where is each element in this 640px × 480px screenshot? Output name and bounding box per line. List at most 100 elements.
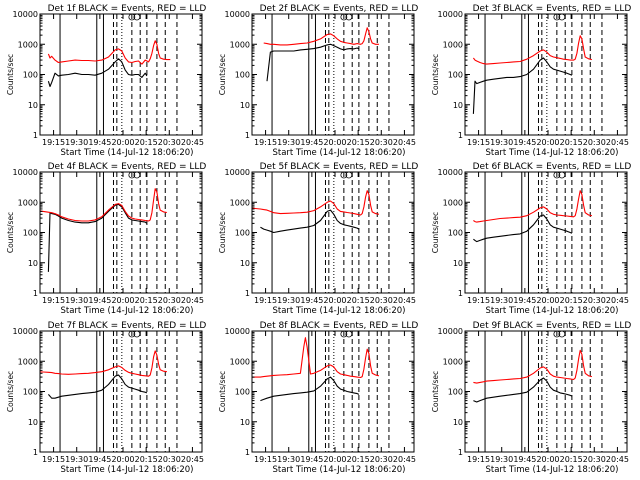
- x-tick-label: 19:15: [42, 138, 65, 147]
- panel-det-8f: 1 10 100 1000 10000 19:15 19:30 19:45 20:00 20:15…: [218, 321, 418, 475]
- x-tick-label: 19:15: [467, 296, 490, 305]
- y-tick-label: 10: [453, 101, 463, 110]
- x-tick-label: 20:00: [111, 138, 134, 147]
- x-tick-label: 20:15: [347, 296, 370, 305]
- x-tick-label: 20:45: [181, 455, 204, 464]
- x-tick-label: 20:30: [583, 455, 606, 464]
- x-tick-label: 20:45: [393, 138, 416, 147]
- y-axis-label: Counts/sec: [218, 54, 227, 95]
- series-events: [47, 374, 148, 399]
- series-lld: [47, 40, 171, 65]
- y-tick-label: 1: [245, 131, 250, 140]
- y-tick-label: 10: [28, 418, 38, 427]
- x-tick-label: 20:00: [111, 455, 134, 464]
- x-tick-label: 20:00: [536, 296, 559, 305]
- sun-marker-icon: [553, 13, 561, 21]
- x-tick-label: 19:30: [277, 296, 300, 305]
- x-tick-label: 20:15: [347, 138, 370, 147]
- panel-det-2f: 1 10 100 1000 10000 19:15 19:30 19:45 20:00 20:15…: [218, 4, 418, 158]
- x-tick-label: 20:00: [323, 138, 346, 147]
- x-tick-label: 19:15: [42, 455, 65, 464]
- sun-marker-icon: [345, 330, 353, 338]
- x-tick-label: 20:45: [393, 296, 416, 305]
- sun-marker-icon: [553, 171, 561, 179]
- series-lld: [263, 27, 379, 46]
- series-events: [473, 214, 573, 243]
- x-axis-label: Start Time (14-Jul-12 18:06:20): [273, 465, 406, 475]
- y-tick-label: 1000: [230, 40, 250, 49]
- x-tick-label: 20:45: [181, 296, 204, 305]
- x-tick-label: 19:15: [254, 138, 277, 147]
- y-tick-label: 1000: [230, 357, 250, 366]
- x-axis-label: Start Time (14-Jul-12 18:06:20): [273, 306, 406, 316]
- panel-title: Det 3f BLACK = Events, RED = LLD: [473, 4, 632, 14]
- x-tick-label: 20:30: [370, 455, 393, 464]
- x-axis-label: Start Time (14-Jul-12 18:06:20): [61, 306, 194, 316]
- x-tick-label: 20:00: [536, 138, 559, 147]
- x-tick-label: 19:45: [300, 296, 323, 305]
- sun-marker-icon: [558, 330, 566, 338]
- x-tick-label: 20:15: [135, 138, 158, 147]
- y-tick-label: 1000: [18, 357, 38, 366]
- y-axis-label: Counts/sec: [431, 54, 440, 95]
- y-tick-label: 1: [33, 131, 38, 140]
- y-axis-label: Counts/sec: [6, 212, 15, 253]
- panel-det-5f: 1 10 100 1000 10000 19:15 19:30 19:45 20:00 20:15…: [218, 162, 418, 316]
- sun-marker-icon: [340, 171, 348, 179]
- y-tick-label: 10: [240, 101, 250, 110]
- y-tick-label: 1000: [443, 357, 463, 366]
- y-tick-label: 1: [33, 289, 38, 298]
- x-tick-label: 19:15: [467, 138, 490, 147]
- sun-marker-icon: [553, 330, 561, 338]
- panel-det-6f: 1 10 100 1000 10000 19:15 19:30 19:45 20:00 20:15…: [431, 162, 631, 316]
- y-tick-label: 10: [240, 259, 250, 268]
- panel-det-4f: 1 10 100 1000 10000 19:15 19:30 19:45 20:00 20:15…: [6, 162, 206, 316]
- sun-marker-icon: [345, 13, 353, 21]
- x-tick-label: 19:45: [300, 138, 323, 147]
- panel-title: Det 4f BLACK = Events, RED = LLD: [48, 162, 207, 172]
- y-tick-label: 1000: [443, 40, 463, 49]
- x-tick-label: 20:00: [111, 296, 134, 305]
- y-tick-label: 100: [23, 71, 38, 80]
- y-tick-label: 1000: [443, 198, 463, 207]
- x-tick-label: 19:15: [254, 455, 277, 464]
- sun-marker-icon: [345, 171, 353, 179]
- y-axis-label: Counts/sec: [431, 371, 440, 412]
- y-axis-label: Counts/sec: [6, 54, 15, 95]
- sun-marker-icon: [133, 13, 141, 21]
- y-tick-label: 10000: [225, 10, 250, 19]
- y-tick-label: 10000: [438, 327, 463, 336]
- x-tick-label: 19:15: [254, 296, 277, 305]
- panel-title: Det 1f BLACK = Events, RED = LLD: [48, 4, 207, 14]
- y-tick-label: 100: [448, 71, 463, 80]
- y-tick-label: 100: [448, 229, 463, 238]
- x-tick-label: 19:45: [300, 455, 323, 464]
- y-tick-label: 10: [453, 259, 463, 268]
- x-tick-label: 20:30: [583, 296, 606, 305]
- x-axis-label: Start Time (14-Jul-12 18:06:20): [61, 465, 194, 475]
- series-events: [260, 209, 360, 234]
- y-tick-label: 10: [240, 418, 250, 427]
- y-tick-label: 10: [453, 418, 463, 427]
- y-tick-label: 100: [23, 388, 38, 397]
- x-tick-label: 19:45: [88, 296, 111, 305]
- series-events: [473, 377, 573, 403]
- x-axis-label: Start Time (14-Jul-12 18:06:20): [486, 148, 619, 158]
- x-tick-label: 19:45: [513, 296, 536, 305]
- y-tick-label: 100: [448, 388, 463, 397]
- x-tick-label: 20:15: [560, 138, 583, 147]
- series-events: [266, 43, 360, 82]
- x-tick-label: 20:15: [135, 296, 158, 305]
- sun-marker-icon: [558, 171, 566, 179]
- y-tick-label: 1: [458, 448, 463, 457]
- y-tick-label: 1000: [230, 198, 250, 207]
- y-tick-label: 10000: [225, 327, 250, 336]
- series-events: [47, 203, 148, 272]
- x-tick-label: 19:30: [277, 138, 300, 147]
- series-events: [472, 57, 573, 114]
- y-axis-label: Counts/sec: [6, 371, 15, 412]
- x-tick-label: 20:00: [536, 455, 559, 464]
- x-tick-label: 19:15: [467, 455, 490, 464]
- series-lld: [252, 190, 380, 216]
- x-axis-label: Start Time (14-Jul-12 18:06:20): [273, 148, 406, 158]
